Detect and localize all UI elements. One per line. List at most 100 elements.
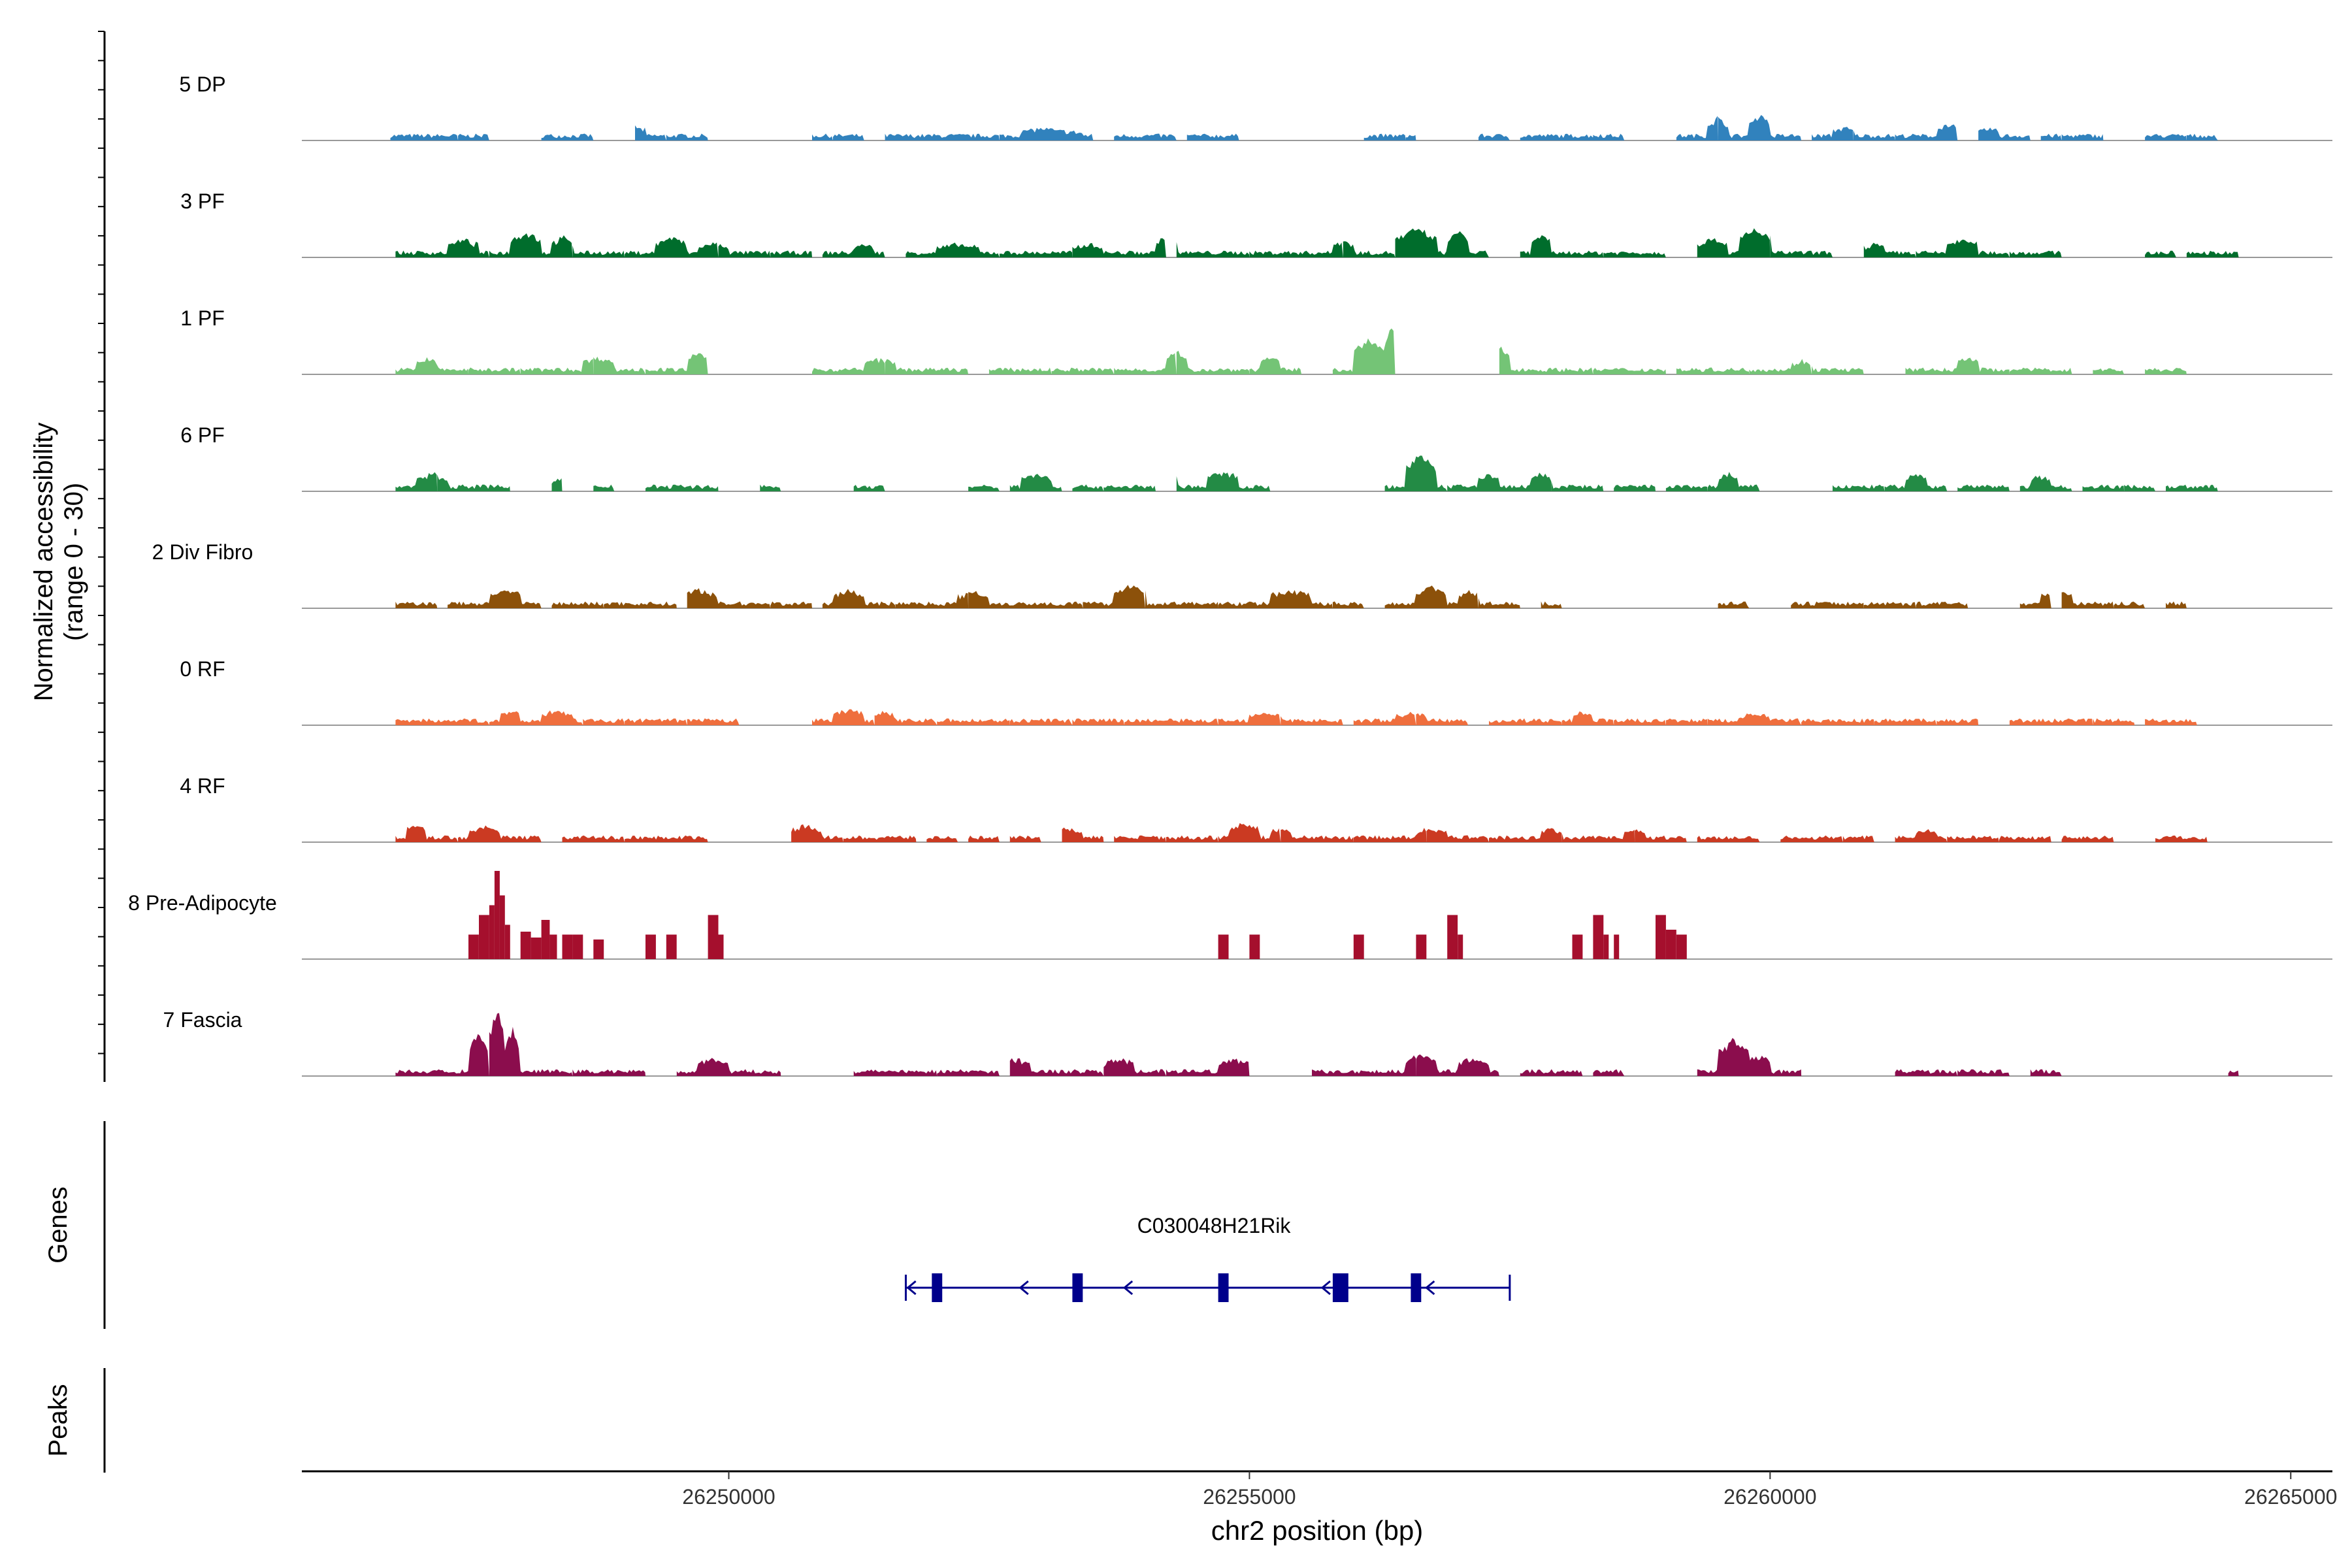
coverage-area: [1384, 455, 1448, 491]
coverage-bar: [708, 915, 719, 959]
y-axis-ticks: [98, 31, 105, 1054]
strand-arrow: [1425, 1280, 1435, 1296]
coverage-area: [1072, 484, 1104, 491]
coverage-area: [1978, 127, 2031, 140]
coverage-area: [489, 233, 573, 257]
coverage-area: [812, 133, 833, 140]
coverage-area: [1780, 835, 1843, 842]
coverage-area: [390, 133, 459, 140]
track-label: 0 RF: [180, 657, 225, 681]
coverage-area: [1114, 353, 1177, 374]
strand-arrow: [906, 1280, 917, 1296]
coverage-area: [885, 359, 969, 374]
coverage-bar: [1572, 934, 1583, 959]
coverage-area: [489, 710, 583, 725]
coverage-area: [687, 718, 740, 725]
coverage-area: [458, 825, 542, 842]
coverage-area: [1353, 828, 1427, 842]
coverage-tracks: 5 DP 3 PF 1 PF 6 PF 2 Div Fibro 0 RF 4 RF 8 Pre…: [128, 73, 2332, 1077]
coverage-area: [1957, 1069, 2010, 1076]
track-0-rf: 0 RF: [180, 657, 2332, 726]
coverage-area: [895, 593, 969, 608]
coverage-area: [635, 125, 666, 140]
coverage-area: [1083, 585, 1145, 608]
coverage-area: [1489, 718, 1562, 725]
track-8-pre-adipocyte: 8 Pre-Adipocyte: [128, 871, 2332, 960]
coverage-area: [1114, 835, 1166, 842]
coverage-area: [1416, 1054, 1499, 1076]
coverage-bar: [541, 920, 550, 959]
coverage-bar: [593, 939, 604, 959]
track-7-fascia: 7 Fascia: [163, 1008, 2332, 1077]
coverage-area: [1593, 368, 1666, 374]
coverage-area: [1561, 830, 1635, 842]
coverage-bar: [572, 934, 583, 959]
coverage-bar: [479, 915, 489, 959]
coverage-area: [1895, 1069, 1958, 1076]
coverage-area: [1770, 235, 1833, 257]
coverage-area: [1676, 367, 1750, 374]
coverage-area: [2145, 368, 2187, 374]
coverage-area: [448, 590, 542, 608]
coverage-area: [1478, 598, 1520, 608]
coverage-bar: [1353, 934, 1364, 959]
coverage-area: [1812, 127, 1854, 140]
track-label: 4 RF: [180, 774, 225, 798]
coverage-area: [1166, 1058, 1250, 1076]
coverage-area: [551, 478, 563, 491]
coverage-bar: [718, 934, 724, 959]
coverage-area: [1812, 366, 1864, 374]
coverage-area: [2019, 475, 2072, 491]
gene-exon: [1332, 1273, 1348, 1302]
coverage-area: [1218, 713, 1281, 725]
coverage-area: [1853, 130, 1895, 140]
coverage-area: [572, 1070, 645, 1076]
coverage-area: [604, 601, 677, 608]
coverage-area: [676, 1058, 781, 1076]
coverage-area: [2186, 250, 2239, 257]
coverage-area: [1249, 357, 1302, 374]
coverage-area: [1332, 328, 1396, 374]
track-4-rf: 4 RF: [180, 774, 2332, 843]
coverage-area: [1884, 474, 1948, 491]
coverage-area: [395, 826, 459, 842]
coverage-area: [843, 835, 917, 842]
coverage-bar: [489, 905, 495, 959]
coverage-bar: [1676, 934, 1687, 959]
coverage-area: [770, 250, 812, 257]
coverage-area: [1009, 1058, 1104, 1076]
coverage-area: [2009, 250, 2062, 257]
coverage-area: [812, 357, 885, 374]
coverage-area: [718, 244, 771, 257]
coverage-area: [1166, 835, 1218, 842]
coverage-area: [1947, 835, 1999, 842]
coverage-area: [1863, 602, 1916, 608]
coverage-area: [1718, 115, 1802, 140]
coverage-area: [1186, 133, 1239, 140]
coverage-area: [395, 1034, 489, 1076]
coverage-area: [2093, 718, 2135, 725]
coverage-bar: [494, 871, 500, 959]
coverage-bar: [468, 934, 479, 959]
coverage-area: [1561, 711, 1614, 725]
coverage-area: [1281, 716, 1343, 725]
coverage-area: [1833, 484, 1885, 491]
coverage-area: [1895, 124, 1958, 140]
coverage-area: [1895, 829, 1948, 842]
x-axis-ticks: 26250000 26255000 26260000 26265000: [682, 1471, 2337, 1509]
coverage-area: [1072, 238, 1166, 257]
coverage-area: [1791, 601, 1864, 608]
coverage-area: [1312, 1055, 1416, 1076]
coverage-area: [1801, 718, 1874, 725]
coverage-area: [1520, 235, 1604, 257]
coverage-area: [1009, 836, 1041, 842]
coverage-area: [1707, 713, 1802, 725]
coverage-area: [1281, 829, 1354, 842]
coverage-area: [1332, 601, 1364, 608]
coverage-area: [1176, 472, 1271, 491]
coverage-area: [1384, 585, 1478, 608]
coverage-area: [2145, 250, 2176, 257]
coverage-area: [437, 474, 510, 491]
coverage-area: [2145, 718, 2197, 725]
coverage-area: [1676, 116, 1718, 140]
